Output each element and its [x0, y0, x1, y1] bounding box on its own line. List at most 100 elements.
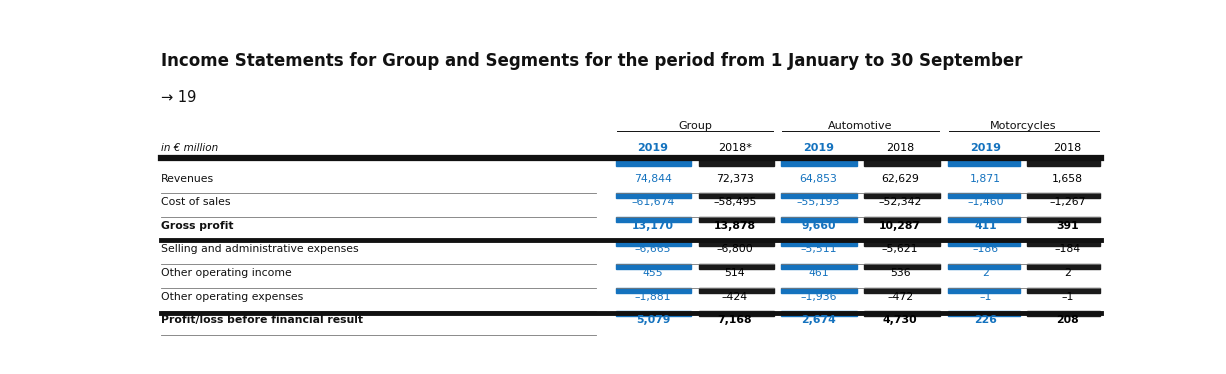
Bar	[615, 193, 691, 198]
Bar	[615, 158, 691, 166]
Text: –6,665: –6,665	[635, 245, 672, 254]
Text: 64,853: 64,853	[799, 174, 837, 184]
Text: 5,079: 5,079	[636, 315, 671, 325]
Text: 62,629: 62,629	[881, 174, 920, 184]
Bar	[1027, 311, 1100, 316]
Text: 2: 2	[1064, 268, 1070, 278]
Bar	[781, 217, 857, 222]
Text: –1,936: –1,936	[801, 292, 836, 302]
Text: 461: 461	[808, 268, 829, 278]
Bar	[948, 158, 1020, 166]
Bar	[1027, 241, 1100, 246]
Text: → 19: → 19	[161, 89, 196, 104]
Text: –5,511: –5,511	[801, 245, 836, 254]
Text: 514: 514	[725, 268, 745, 278]
Bar	[948, 241, 1020, 246]
Bar	[615, 217, 691, 222]
Bar	[1027, 264, 1100, 269]
Bar	[1027, 288, 1100, 293]
Text: Other operating expenses: Other operating expenses	[161, 292, 303, 302]
Text: 1,871: 1,871	[970, 174, 1002, 184]
Text: –184: –184	[1054, 245, 1080, 254]
Text: –1: –1	[980, 292, 992, 302]
Text: Selling and administrative expenses: Selling and administrative expenses	[161, 245, 358, 254]
Bar	[864, 264, 940, 269]
Bar	[864, 241, 940, 246]
Text: –58,495: –58,495	[714, 197, 756, 207]
Text: –424: –424	[722, 292, 748, 302]
Bar	[615, 311, 691, 316]
Bar	[948, 311, 1020, 316]
Text: –1: –1	[1062, 292, 1074, 302]
Bar	[864, 217, 940, 222]
Text: 1,658: 1,658	[1052, 174, 1083, 184]
Text: 226: 226	[975, 315, 997, 325]
Text: 2018*: 2018*	[717, 143, 752, 153]
Text: 2018: 2018	[1053, 143, 1081, 153]
Text: –186: –186	[972, 245, 999, 254]
Bar	[864, 158, 940, 166]
Bar	[615, 264, 691, 269]
Bar	[1027, 217, 1100, 222]
Text: Cost of sales: Cost of sales	[161, 197, 230, 207]
Bar	[781, 158, 857, 166]
Text: –55,193: –55,193	[797, 197, 840, 207]
Text: Automotive: Automotive	[829, 121, 893, 131]
Bar	[948, 264, 1020, 269]
Bar	[781, 288, 857, 293]
Text: –472: –472	[886, 292, 913, 302]
Text: 13,878: 13,878	[714, 221, 755, 231]
Text: –5,621: –5,621	[881, 245, 918, 254]
Text: 4,730: 4,730	[883, 315, 917, 325]
Text: 2019: 2019	[803, 143, 834, 153]
Text: –6,800: –6,800	[716, 245, 753, 254]
Text: 411: 411	[975, 221, 997, 231]
Text: 455: 455	[642, 268, 663, 278]
Bar	[1027, 193, 1100, 198]
Bar	[948, 217, 1020, 222]
Text: 74,844: 74,844	[634, 174, 672, 184]
Text: 13,170: 13,170	[633, 221, 674, 231]
Text: –52,342: –52,342	[878, 197, 922, 207]
Text: 391: 391	[1056, 221, 1079, 231]
Text: 208: 208	[1056, 315, 1079, 325]
Text: –1,267: –1,267	[1049, 197, 1085, 207]
Bar	[615, 241, 691, 246]
Bar	[699, 158, 774, 166]
Bar	[781, 311, 857, 316]
Text: in € million: in € million	[161, 143, 218, 153]
Text: Other operating income: Other operating income	[161, 268, 292, 278]
Bar	[948, 288, 1020, 293]
Text: Profit/loss before financial result: Profit/loss before financial result	[161, 315, 363, 325]
Text: Motorcycles: Motorcycles	[991, 121, 1057, 131]
Bar	[781, 193, 857, 198]
Text: Gross profit: Gross profit	[161, 221, 233, 231]
Bar	[864, 193, 940, 198]
Text: 2019: 2019	[638, 143, 668, 153]
Text: 2018: 2018	[886, 143, 915, 153]
Bar	[699, 264, 774, 269]
Text: 9,660: 9,660	[801, 221, 836, 231]
Bar	[699, 193, 774, 198]
Bar	[864, 288, 940, 293]
Text: –1,460: –1,460	[967, 197, 1004, 207]
Bar	[781, 241, 857, 246]
Bar	[699, 241, 774, 246]
Text: Revenues: Revenues	[161, 174, 215, 184]
Text: Group: Group	[678, 121, 712, 131]
Text: Income Statements for Group and Segments for the period from 1 January to 30 Sep: Income Statements for Group and Segments…	[161, 52, 1022, 70]
Bar	[615, 288, 691, 293]
Bar	[699, 311, 774, 316]
Bar	[781, 264, 857, 269]
Text: 72,373: 72,373	[716, 174, 754, 184]
Text: 2019: 2019	[970, 143, 1002, 153]
Text: 10,287: 10,287	[879, 221, 921, 231]
Bar	[699, 217, 774, 222]
Text: 2: 2	[982, 268, 989, 278]
Text: 536: 536	[890, 268, 911, 278]
Text: 2,674: 2,674	[801, 315, 836, 325]
Bar	[1027, 158, 1100, 166]
Bar	[699, 288, 774, 293]
Bar	[864, 311, 940, 316]
Text: –61,674: –61,674	[631, 197, 674, 207]
